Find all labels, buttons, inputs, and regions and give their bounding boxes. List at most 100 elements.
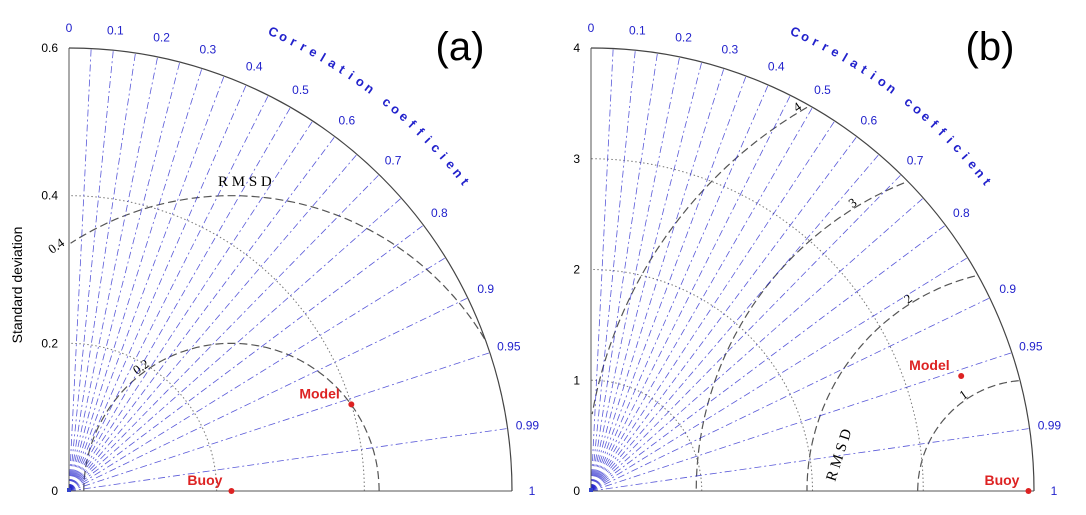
correlation-line xyxy=(590,68,725,492)
panel-label: (a) xyxy=(436,25,485,69)
correlation-tick-label: 0.5 xyxy=(292,83,309,97)
correlation-line xyxy=(68,136,336,492)
std-dotted-arc xyxy=(590,379,703,492)
correlation-title-char: a xyxy=(326,55,341,72)
correlation-title-char: i xyxy=(346,68,357,82)
correlation-line xyxy=(590,52,658,492)
correlation-line xyxy=(590,297,990,492)
correlation-title-char: c xyxy=(950,140,966,156)
rmsd-contour xyxy=(70,195,486,340)
rmsd-contour-label: 3 xyxy=(845,195,859,211)
correlation-line xyxy=(68,61,181,492)
rmsd-contour-label: 2 xyxy=(901,291,915,307)
correlation-line xyxy=(68,197,402,492)
correlation-line xyxy=(590,136,858,492)
std-dotted-arc xyxy=(68,195,365,492)
correlation-tick-label: 0.2 xyxy=(153,30,170,44)
correlation-line xyxy=(590,107,813,492)
rmsd-title: R M S D xyxy=(824,427,856,483)
correlation-tick-label: 0.95 xyxy=(1019,339,1043,353)
rmsd-title: R M S D xyxy=(218,174,272,190)
correlation-line xyxy=(590,428,1030,492)
std-tick-label: 4 xyxy=(573,41,580,55)
correlation-tick-label: 0 xyxy=(588,21,595,35)
correlation-title-char: f xyxy=(936,125,950,139)
std-tick-label: 2 xyxy=(573,263,580,277)
correlation-line xyxy=(590,84,769,492)
correlation-line xyxy=(68,428,508,492)
correlation-title-char: i xyxy=(868,68,879,82)
outer-arc xyxy=(68,47,513,492)
correlation-title-char: r xyxy=(288,34,299,50)
origin-marker xyxy=(67,488,71,492)
correlation-line xyxy=(68,48,92,492)
correlation-title-char: t xyxy=(980,175,995,188)
correlation-line xyxy=(590,48,614,492)
correlation-tick-label: 0.6 xyxy=(338,114,355,128)
rmsd-contour-label: 1 xyxy=(956,387,970,403)
std-tick-label: 0.6 xyxy=(41,41,58,55)
correlation-tick-label: 0.3 xyxy=(722,42,739,56)
correlation-title-char: t xyxy=(458,175,473,188)
correlation-tick-label: 0 xyxy=(66,21,73,35)
correlation-tick-label: 1 xyxy=(1051,484,1058,498)
data-point xyxy=(1025,488,1032,494)
correlation-line xyxy=(590,95,791,492)
correlation-title-char: e xyxy=(307,44,321,61)
correlation-title-char: t xyxy=(336,62,348,77)
correlation-title-char: i xyxy=(959,150,973,163)
correlation-tick-label: 0.6 xyxy=(860,114,877,128)
correlation-tick-label: 0.4 xyxy=(246,60,263,74)
correlation-title-char: r xyxy=(810,34,821,50)
correlation-line xyxy=(68,75,225,492)
correlation-tick-label: 0.8 xyxy=(431,206,448,220)
rmsd-contour xyxy=(695,182,905,492)
correlation-title-char: e xyxy=(829,44,843,61)
correlation-line xyxy=(68,224,424,492)
data-point-label: Buoy xyxy=(984,472,1019,488)
correlation-tick-label: 0.7 xyxy=(907,153,924,167)
correlation-title-char: r xyxy=(298,39,309,55)
rmsd-contour-label: 0.2 xyxy=(130,356,152,378)
std-tick-label: 0 xyxy=(51,484,58,498)
rmsd-contour xyxy=(806,275,976,491)
rmsd-contour-label: 0.4 xyxy=(45,235,67,257)
correlation-title-char: t xyxy=(858,62,870,77)
rmsd-contour xyxy=(591,106,808,415)
correlation-title-char: i xyxy=(944,133,957,146)
correlation-tick-label: 0.7 xyxy=(385,153,402,167)
correlation-title-char: l xyxy=(318,50,329,65)
correlation-line xyxy=(590,75,747,492)
correlation-title-char: c xyxy=(428,140,444,156)
correlation-line xyxy=(590,120,835,492)
correlation-tick-label: 0.1 xyxy=(629,23,646,37)
correlation-line xyxy=(590,50,636,492)
correlation-tick-label: 0.1 xyxy=(107,23,124,37)
correlation-tick-label: 0.4 xyxy=(768,60,785,74)
correlation-title-char: i xyxy=(437,150,451,163)
correlation-line xyxy=(590,352,1012,492)
rmsd-contour xyxy=(83,342,380,491)
correlation-title-char: i xyxy=(422,133,435,146)
y-axis-label: Standard deviation xyxy=(9,227,25,344)
std-tick-label: 1 xyxy=(573,373,580,387)
correlation-line xyxy=(68,154,358,492)
correlation-line xyxy=(590,174,902,492)
correlation-tick-label: 0.5 xyxy=(814,83,831,97)
correlation-tick-label: 1 xyxy=(529,484,536,498)
correlation-line xyxy=(68,297,468,492)
data-point xyxy=(958,373,965,380)
correlation-tick-label: 0.99 xyxy=(516,419,540,433)
data-point-label: Model xyxy=(299,385,339,401)
std-dotted-arc xyxy=(590,269,813,492)
data-point-label: Model xyxy=(909,357,949,373)
correlation-line xyxy=(68,68,203,492)
correlation-line xyxy=(590,154,880,492)
correlation-line xyxy=(68,174,380,492)
std-tick-label: 3 xyxy=(573,152,580,166)
origin-marker xyxy=(589,488,593,492)
taylor-panel-a: 0.2 0.4 0 0.2 0.4 0.6 0 0.1 0.2 0.3 0.4 0.5 0.6 0.7 0.… xyxy=(9,21,539,498)
rmsd-contour xyxy=(917,380,1019,491)
correlation-tick-label: 0.2 xyxy=(675,30,692,44)
